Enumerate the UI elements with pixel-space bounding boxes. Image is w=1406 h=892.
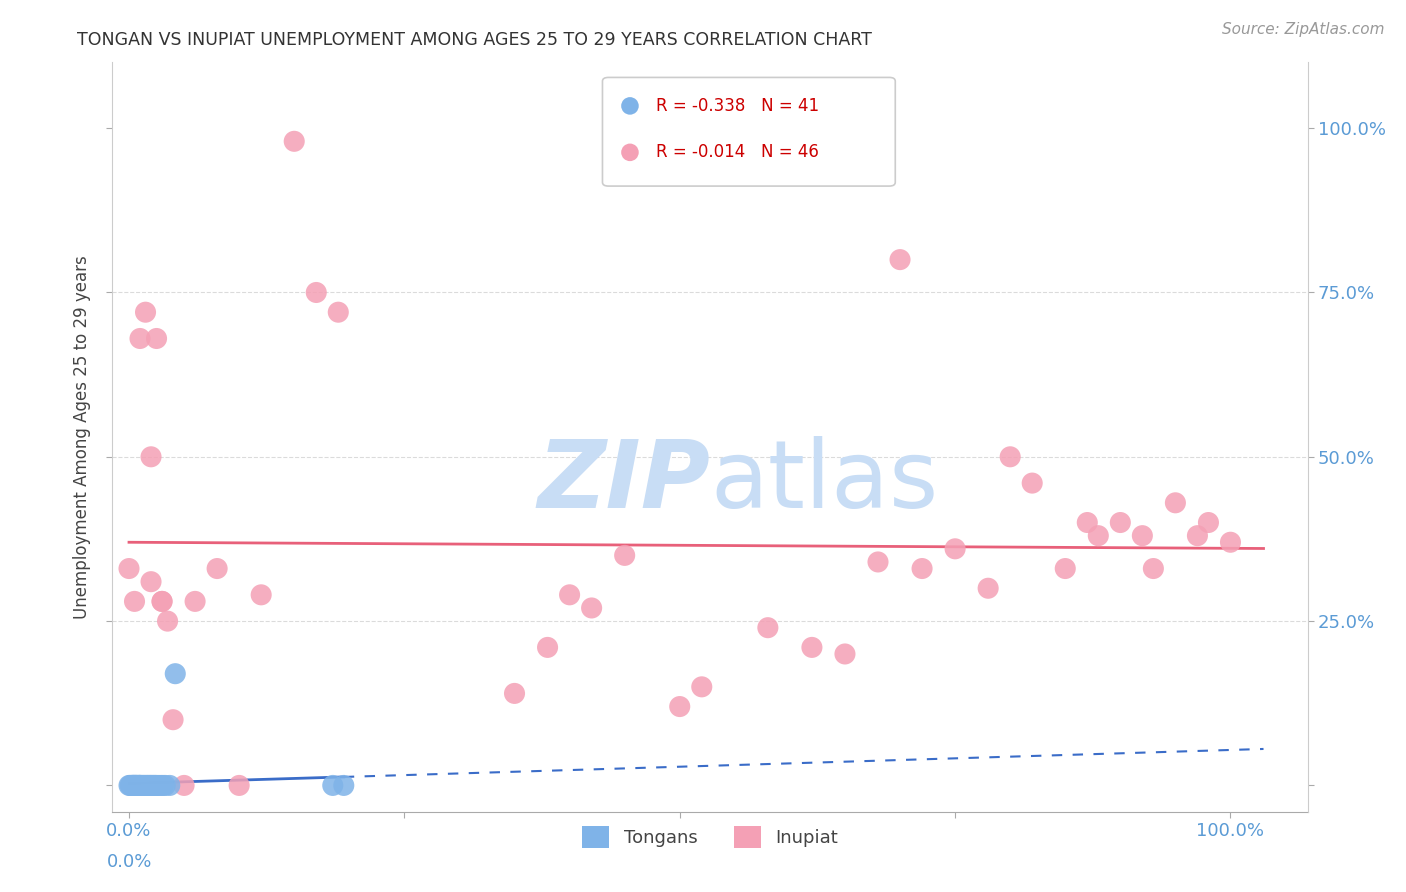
Text: Source: ZipAtlas.com: Source: ZipAtlas.com bbox=[1222, 22, 1385, 37]
Point bbox=[162, 713, 184, 727]
Point bbox=[1187, 529, 1209, 543]
Point bbox=[136, 779, 159, 793]
Point bbox=[173, 779, 195, 793]
Point bbox=[120, 779, 142, 793]
Legend: Tongans, Inupiat: Tongans, Inupiat bbox=[575, 819, 845, 855]
Point bbox=[139, 779, 162, 793]
Point bbox=[250, 588, 273, 602]
Point bbox=[121, 779, 143, 793]
Point bbox=[124, 594, 146, 608]
Point bbox=[333, 779, 356, 793]
Point bbox=[120, 779, 142, 793]
Point bbox=[141, 779, 163, 793]
Point bbox=[128, 779, 150, 793]
Point bbox=[228, 779, 250, 793]
Point bbox=[150, 594, 173, 608]
Point bbox=[124, 779, 146, 793]
Point bbox=[558, 588, 581, 602]
Point bbox=[125, 779, 148, 793]
Text: TONGAN VS INUPIAT UNEMPLOYMENT AMONG AGES 25 TO 29 YEARS CORRELATION CHART: TONGAN VS INUPIAT UNEMPLOYMENT AMONG AGE… bbox=[77, 31, 872, 49]
Point bbox=[943, 541, 966, 556]
Point bbox=[536, 640, 558, 655]
Point bbox=[122, 779, 145, 793]
FancyBboxPatch shape bbox=[603, 78, 896, 186]
Point bbox=[159, 779, 181, 793]
Point bbox=[128, 779, 150, 793]
Text: atlas: atlas bbox=[710, 436, 938, 528]
Point bbox=[125, 779, 148, 793]
Text: 0.0%: 0.0% bbox=[107, 853, 152, 871]
Point bbox=[142, 779, 165, 793]
Point bbox=[1076, 516, 1098, 530]
Point bbox=[129, 331, 152, 345]
Point bbox=[118, 779, 141, 793]
Point bbox=[135, 779, 157, 793]
Point bbox=[1219, 535, 1241, 549]
Point bbox=[283, 134, 305, 148]
Point bbox=[1142, 561, 1164, 575]
Point bbox=[834, 647, 856, 661]
Point bbox=[328, 305, 350, 319]
Point bbox=[134, 779, 156, 793]
Point bbox=[129, 779, 152, 793]
Point bbox=[595, 200, 617, 214]
Point bbox=[156, 614, 179, 628]
Point bbox=[148, 779, 170, 793]
Point bbox=[145, 331, 167, 345]
Y-axis label: Unemployment Among Ages 25 to 29 years: Unemployment Among Ages 25 to 29 years bbox=[73, 255, 91, 619]
Point bbox=[124, 779, 146, 793]
Point bbox=[690, 680, 713, 694]
Point bbox=[139, 574, 162, 589]
Point bbox=[149, 779, 172, 793]
Point bbox=[1197, 516, 1219, 530]
Text: R = -0.014   N = 46: R = -0.014 N = 46 bbox=[657, 144, 820, 161]
Point bbox=[668, 699, 690, 714]
Point bbox=[581, 601, 603, 615]
Point bbox=[155, 779, 177, 793]
Point bbox=[129, 779, 152, 793]
Text: ZIP: ZIP bbox=[537, 436, 710, 528]
Point bbox=[139, 450, 162, 464]
Point bbox=[866, 555, 889, 569]
Point bbox=[205, 561, 228, 575]
Point bbox=[132, 779, 155, 793]
Point bbox=[122, 779, 145, 793]
Point bbox=[756, 621, 779, 635]
Point bbox=[145, 779, 167, 793]
Point bbox=[595, 159, 617, 173]
Point bbox=[322, 779, 344, 793]
Point bbox=[135, 305, 157, 319]
Point bbox=[1021, 476, 1043, 491]
Point bbox=[124, 779, 146, 793]
Point bbox=[613, 549, 636, 563]
Point bbox=[800, 640, 823, 655]
Point bbox=[145, 779, 167, 793]
Point bbox=[121, 779, 143, 793]
Point bbox=[1130, 529, 1153, 543]
Point bbox=[124, 779, 146, 793]
Point bbox=[150, 594, 173, 608]
Point bbox=[184, 594, 207, 608]
Point bbox=[305, 285, 328, 300]
Text: R = -0.338   N = 41: R = -0.338 N = 41 bbox=[657, 97, 820, 115]
Point bbox=[131, 779, 153, 793]
Point bbox=[152, 779, 174, 793]
Point bbox=[139, 779, 162, 793]
Point bbox=[1109, 516, 1132, 530]
Point bbox=[129, 779, 152, 793]
Point bbox=[503, 686, 526, 700]
Point bbox=[998, 450, 1021, 464]
Point bbox=[1054, 561, 1077, 575]
Point bbox=[143, 779, 166, 793]
Point bbox=[118, 561, 141, 575]
Point bbox=[127, 779, 149, 793]
Point bbox=[138, 779, 160, 793]
Point bbox=[911, 561, 934, 575]
Point bbox=[165, 666, 187, 681]
Point bbox=[977, 581, 1000, 595]
Point bbox=[1087, 529, 1109, 543]
Point bbox=[1164, 496, 1187, 510]
Point bbox=[889, 252, 911, 267]
Point bbox=[135, 779, 157, 793]
